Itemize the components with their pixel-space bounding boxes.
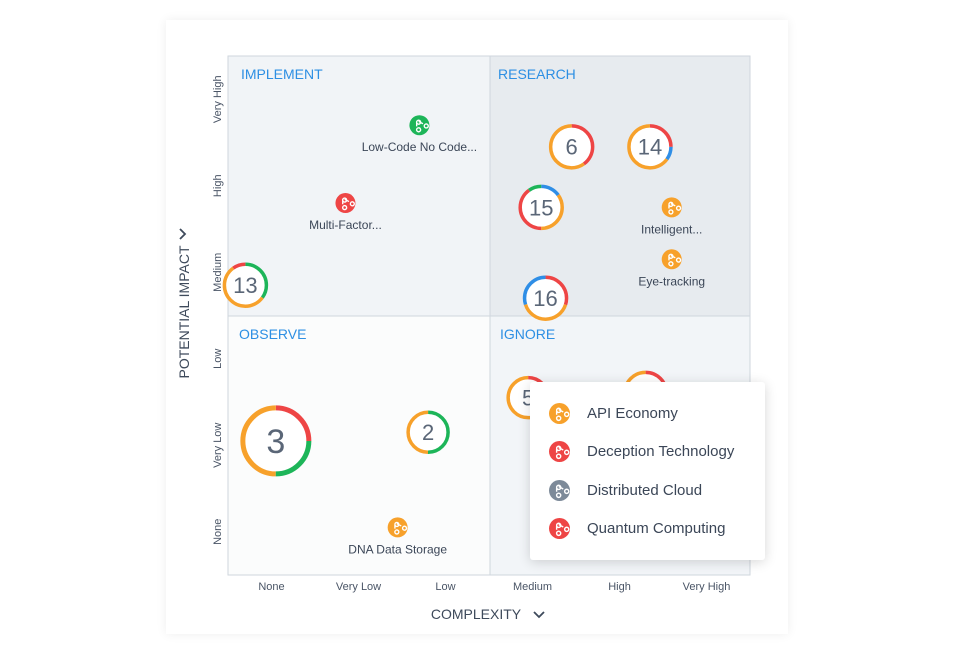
- cluster-count: 15: [529, 195, 553, 220]
- cluster-fill: [520, 186, 563, 229]
- cluster-ring-segment: [222, 262, 269, 308]
- y-axis-title[interactable]: POTENTIAL IMPACT: [176, 228, 192, 379]
- cluster-fill: [628, 125, 671, 168]
- x-axis-title[interactable]: COMPLEXITY: [431, 606, 545, 622]
- legend-item-quantum-computing[interactable]: Quantum Computing: [530, 517, 765, 539]
- technology-item-label: Intelligent...: [641, 222, 702, 236]
- technology-dot: [661, 197, 682, 218]
- technology-item-label: Eye-tracking: [638, 274, 705, 288]
- cluster-fill: [550, 125, 593, 168]
- technology-cluster[interactable]: 2: [406, 410, 450, 455]
- quadrant-title-research: RESEARCH: [498, 66, 576, 82]
- x-tick-label: Medium: [513, 581, 552, 593]
- technology-item[interactable]: DNA Data Storage: [348, 517, 447, 556]
- x-tick-label: None: [258, 581, 284, 593]
- cluster-count: 2: [422, 420, 434, 445]
- y-tick-label: None: [212, 519, 224, 545]
- technology-icon: [668, 201, 682, 215]
- cluster-ring-segment: [522, 275, 569, 321]
- technology-cluster[interactable]: 14: [627, 124, 673, 170]
- technology-item[interactable]: Multi-Factor...: [309, 193, 382, 232]
- technology-dot: [661, 249, 682, 270]
- cluster-fill: [224, 264, 267, 307]
- quadrant-title-observe: OBSERVE: [239, 326, 306, 342]
- technology-icon: [549, 517, 570, 539]
- cluster-count: 14: [638, 135, 662, 160]
- legend-label: Deception Technology: [587, 443, 735, 461]
- cluster-fill: [524, 277, 567, 320]
- x-tick-label: Low: [435, 581, 455, 593]
- cluster-count: 16: [533, 286, 557, 311]
- cluster-fill: [408, 412, 449, 453]
- quadrant-research-bg: [490, 56, 750, 316]
- x-tick-label: Very High: [683, 581, 731, 593]
- legend-item-api-economy[interactable]: API Economy: [530, 403, 765, 425]
- cluster-ring-segment: [627, 124, 673, 170]
- technology-dot: [409, 115, 430, 136]
- technology-item[interactable]: Low-Code No Code...: [362, 115, 477, 154]
- cluster-ring-segment: [506, 375, 550, 420]
- cluster-ring-segment: [240, 405, 312, 477]
- technology-icon: [549, 403, 570, 425]
- technology-icon: [342, 197, 355, 211]
- cluster-ring-segment: [518, 184, 564, 231]
- x-tick-label: Very Low: [336, 581, 381, 593]
- cluster-ring-segment: [406, 410, 450, 455]
- cluster-count: 6: [566, 135, 578, 160]
- legend-label: Distributed Cloud: [587, 481, 703, 499]
- y-tick-label: Very High: [212, 75, 224, 123]
- technology-item[interactable]: Eye-tracking: [638, 249, 705, 288]
- technology-cluster[interactable]: 16: [522, 275, 569, 321]
- technology-icon: [415, 119, 429, 133]
- x-axis-title-label: COMPLEXITY: [431, 606, 522, 622]
- technology-icon: [549, 479, 570, 501]
- cluster-ring-segment: [518, 184, 564, 231]
- technology-icon: [394, 521, 408, 535]
- x-tick-label: High: [608, 581, 631, 593]
- chevron-down-icon: [533, 611, 545, 619]
- cluster-fill: [242, 407, 309, 474]
- technology-dot: [387, 517, 408, 538]
- plot-border: [227, 55, 751, 576]
- cluster-count: 13: [233, 273, 257, 298]
- quadrant-title-implement: IMPLEMENT: [241, 66, 323, 82]
- cluster-count: 3: [266, 423, 285, 461]
- y-tick-label: High: [212, 174, 224, 197]
- legend-label: API Economy: [587, 405, 678, 423]
- y-tick-label: Low: [212, 349, 224, 369]
- legend-label: Quantum Computing: [587, 519, 726, 537]
- technology-item-label: Multi-Factor...: [309, 218, 382, 232]
- technology-item-label: DNA Data Storage: [348, 542, 447, 556]
- cluster-ring-segment: [548, 124, 595, 170]
- quadrant-title-ignore: IGNORE: [500, 326, 555, 342]
- legend-item-distributed-cloud[interactable]: Distributed Cloud: [530, 479, 765, 501]
- technology-icon: [668, 253, 682, 267]
- y-axis-title-label: POTENTIAL IMPACT: [176, 245, 192, 378]
- y-tick-label: Medium: [212, 253, 224, 292]
- technology-dot: [335, 193, 356, 214]
- cluster-ring-segment: [240, 405, 312, 477]
- legend-item-deception-technology[interactable]: Deception Technology: [530, 441, 765, 463]
- y-axis-ticks: None Very Low Low Medium High Very High: [212, 75, 224, 545]
- cluster-ring-segment: [518, 184, 564, 231]
- chevron-down-icon: [179, 228, 187, 240]
- x-axis-ticks: None Very Low Low Medium High Very High: [258, 581, 730, 593]
- technology-item-label: Low-Code No Code...: [362, 140, 477, 154]
- technology-items: Low-Code No Code... Multi-Factor... Intell…: [309, 115, 705, 556]
- technology-item[interactable]: Intelligent...: [641, 197, 702, 236]
- technology-cluster[interactable]: 6: [548, 124, 595, 170]
- technology-cluster[interactable]: 15: [518, 184, 564, 231]
- cluster-ring-segment: [522, 275, 569, 321]
- y-tick-label: Very Low: [212, 423, 224, 468]
- technology-icon: [549, 441, 570, 463]
- technology-cluster[interactable]: 3: [240, 405, 312, 477]
- quadrant-implement-bg: [228, 56, 490, 316]
- cluster-ring-segment: [222, 262, 269, 308]
- legend-popover: API Economy Deception Technology Distrib…: [530, 382, 765, 560]
- technology-cluster[interactable]: 13: [222, 262, 269, 308]
